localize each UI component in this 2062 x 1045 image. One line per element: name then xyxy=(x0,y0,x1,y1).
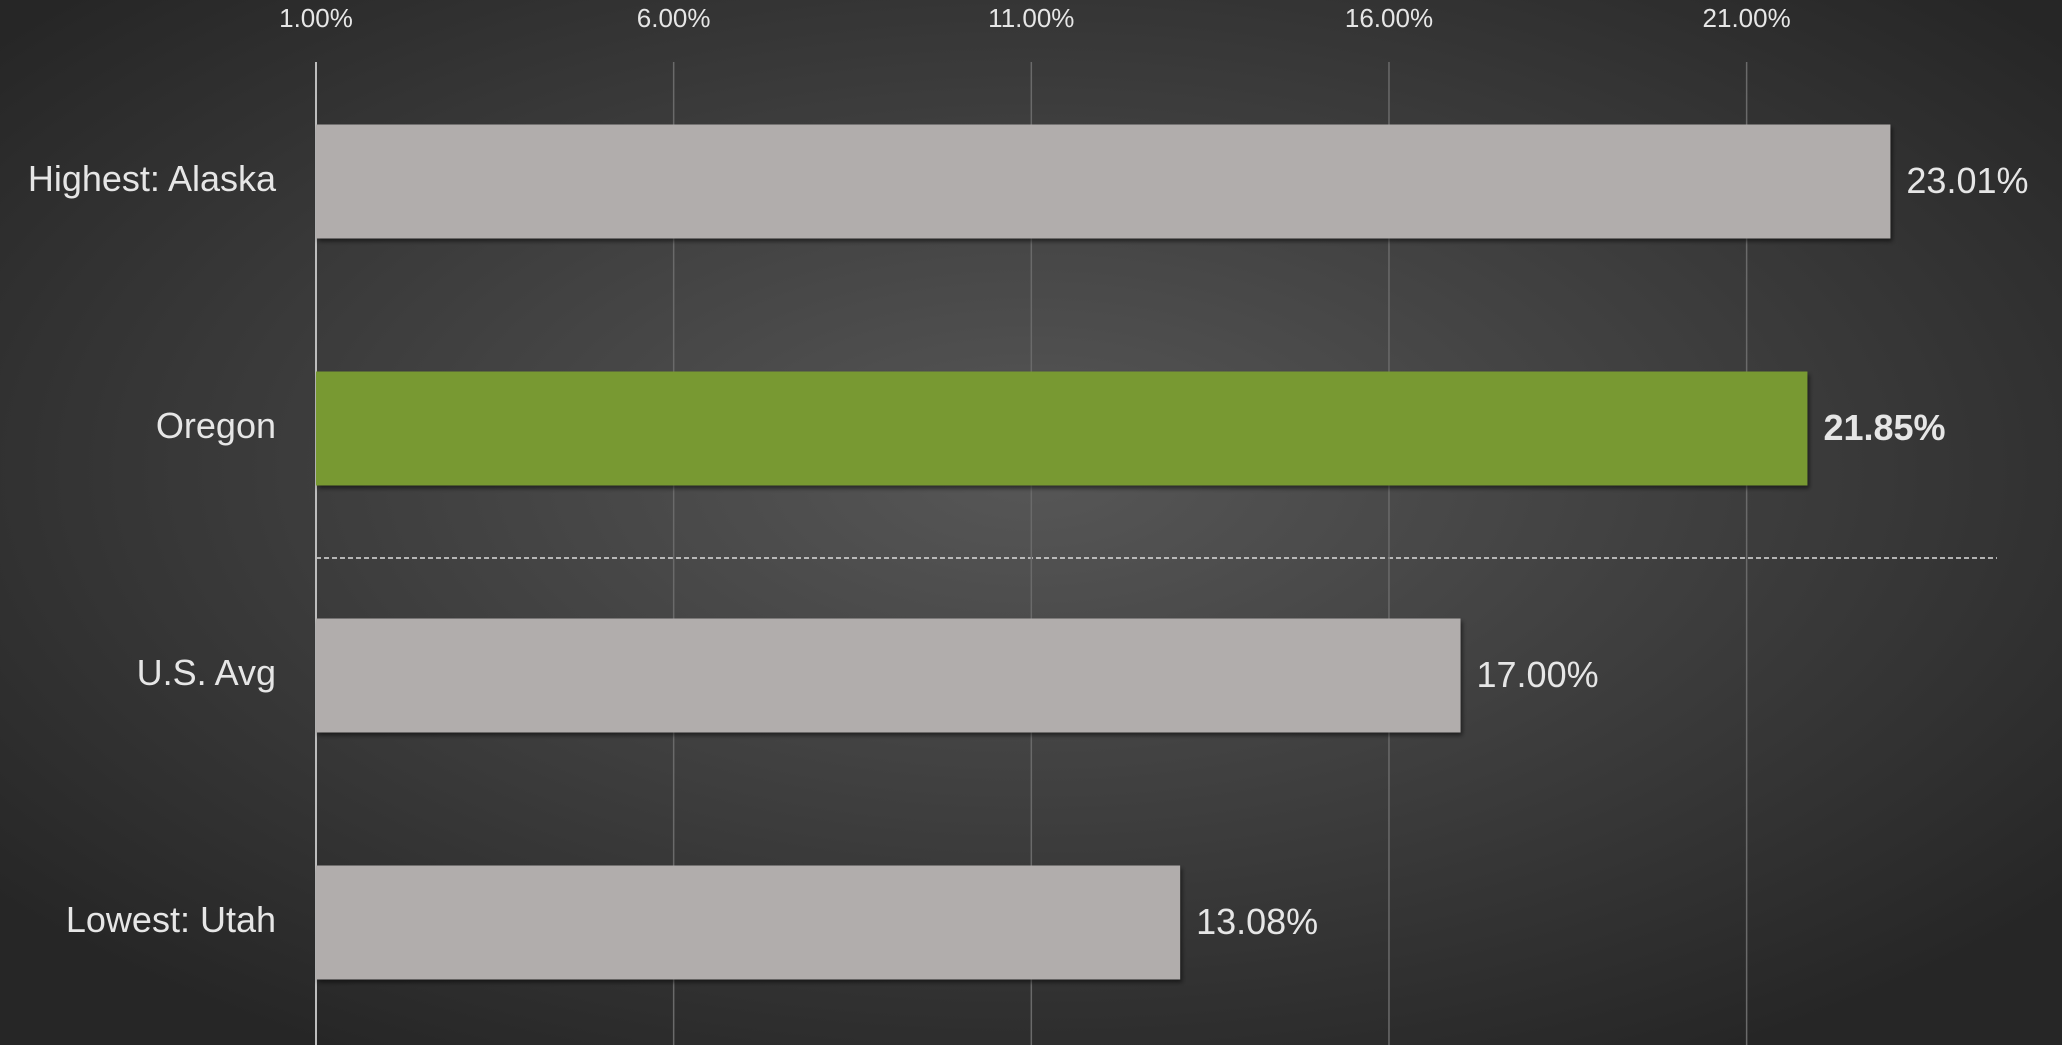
bar xyxy=(316,865,1181,980)
y-tick-label: Highest: Alaska xyxy=(28,158,277,199)
value-label: 13.08% xyxy=(1196,901,1318,942)
y-tick-label: Oregon xyxy=(156,405,276,446)
x-tick-label: 21.00% xyxy=(1703,3,1791,33)
y-tick-label: Lowest: Utah xyxy=(66,899,276,940)
value-label: 21.85% xyxy=(1823,407,1945,448)
bar xyxy=(316,124,1891,239)
y-tick-label: U.S. Avg xyxy=(137,652,276,693)
value-label: 17.00% xyxy=(1477,654,1599,695)
x-tick-label: 16.00% xyxy=(1345,3,1433,33)
x-tick-label: 11.00% xyxy=(988,3,1074,33)
x-tick-label: 1.00% xyxy=(279,3,353,33)
x-tick-label: 6.00% xyxy=(637,3,711,33)
value-label: 23.01% xyxy=(1906,160,2028,201)
bar xyxy=(316,618,1461,733)
bar xyxy=(316,371,1808,486)
